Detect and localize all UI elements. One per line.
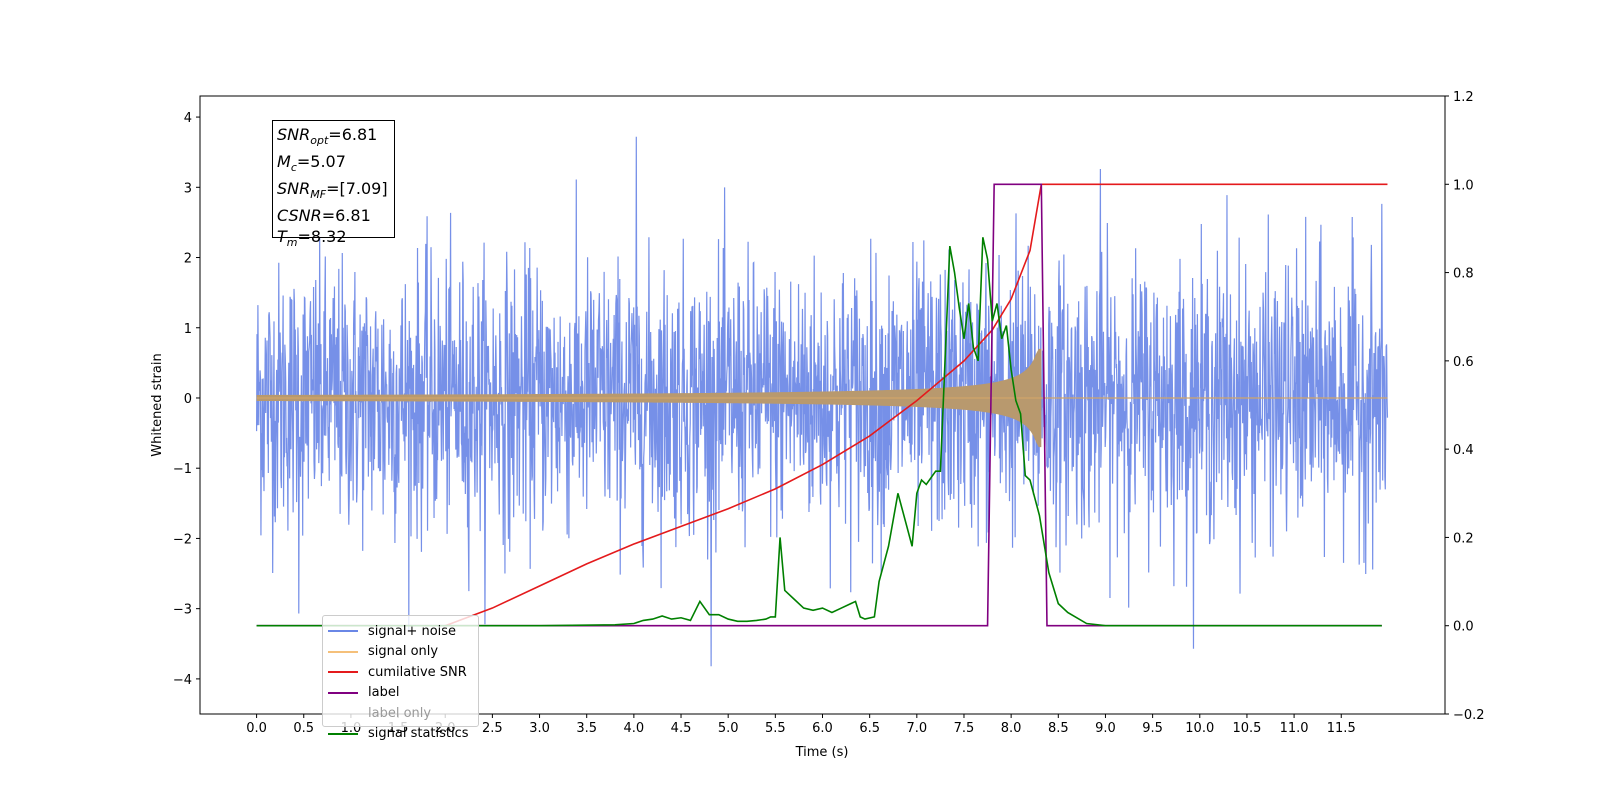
legend-swatch — [328, 650, 358, 653]
mc-line: Mc=5.07 — [277, 151, 346, 175]
legend-entry: label — [323, 683, 399, 703]
legend-swatch — [328, 732, 358, 735]
y-tick-label: 0 — [184, 392, 192, 407]
x-tick-label: 10.0 — [1185, 721, 1214, 736]
legend-entry: signal statistics — [323, 724, 469, 744]
x-tick-label: 0.0 — [246, 721, 267, 736]
legend: signal+ noise signal only cumilative SNR la… — [322, 615, 479, 741]
x-tick-label: 4.0 — [624, 721, 645, 736]
legend-label: signal+ noise — [368, 623, 457, 639]
snr-mf-line: SNRMF=[7.09] — [277, 178, 388, 202]
y-tick-label: 1 — [184, 322, 192, 337]
y-tick-label: −2 — [173, 532, 192, 547]
y2-tick-label: 0.6 — [1453, 355, 1474, 370]
series-signal-statistics — [256, 237, 1382, 627]
legend-swatch — [328, 691, 358, 694]
x-tick-label: 3.5 — [576, 721, 597, 736]
legend-entry: signal only — [323, 642, 438, 662]
legend-entry: label only — [323, 703, 431, 723]
x-tick-label: 4.5 — [671, 721, 692, 736]
x-tick-label: 0.5 — [293, 721, 314, 736]
y-tick-label: 4 — [184, 111, 192, 126]
y-tick-label: −4 — [173, 673, 192, 688]
x-tick-label: 6.5 — [859, 721, 880, 736]
series-signal-noise — [255, 136, 1389, 667]
x-tick-label: 9.0 — [1095, 721, 1116, 736]
legend-label: signal only — [368, 644, 439, 659]
legend-entry: signal+ noise — [323, 621, 456, 641]
mc-value: =5.07 — [296, 151, 346, 171]
y2-tick-label: 0.4 — [1453, 443, 1474, 458]
x-tick-label: 5.0 — [718, 721, 739, 736]
snr-opt-value: =6.81 — [328, 125, 378, 144]
x-axis-label: Time (s) — [795, 745, 849, 760]
csnr-value: =6.81 — [321, 205, 371, 225]
series-cumilative-snr — [444, 183, 1388, 627]
y2-tick-label: 1.0 — [1453, 178, 1474, 193]
x-tick-label: 10.5 — [1232, 721, 1261, 736]
y2-tick-label: 0.0 — [1453, 620, 1474, 635]
y2-tick-label: 0.8 — [1453, 267, 1474, 282]
x-tick-label: 8.5 — [1048, 721, 1069, 736]
x-tick-label: 3.0 — [529, 721, 550, 736]
y2-tick-label: 0.2 — [1453, 531, 1474, 546]
csnr-line: CSNR=6.81 — [277, 205, 371, 225]
x-tick-label: 6.0 — [812, 721, 833, 736]
x-tick-label: 8.0 — [1001, 721, 1022, 736]
legend-label: label — [368, 685, 400, 700]
snr-mf-value: =[7.09] — [326, 178, 388, 198]
y-tick-label: −1 — [173, 462, 192, 477]
tm-value: =8.32 — [297, 226, 347, 246]
y2-tick-label: 1.2 — [1453, 90, 1474, 105]
legend-entry: cumilative SNR — [323, 662, 467, 682]
x-tick-label: 5.5 — [765, 721, 786, 736]
stats-annotation-box: SNRopt=6.81 Mc=5.07 SNRMF=[7.09] CSNR=6.… — [272, 120, 395, 249]
legend-swatch — [328, 671, 358, 673]
y2-tick-label: −0.2 — [1453, 708, 1485, 723]
x-tick-label: 9.5 — [1142, 721, 1163, 736]
x-tick-label: 11.0 — [1280, 721, 1309, 736]
x-tick-label: 7.0 — [906, 721, 927, 736]
snr-opt-line: SNRopt=6.81 — [277, 125, 378, 148]
legend-swatch — [328, 712, 358, 714]
y-tick-label: 2 — [184, 252, 192, 267]
y-tick-label: 3 — [184, 181, 192, 196]
legend-swatch — [328, 630, 358, 632]
y-tick-label: −3 — [173, 603, 192, 618]
x-tick-label: 7.5 — [954, 721, 975, 736]
y-axis-label: Whitened strain — [150, 353, 165, 456]
legend-label: cumilative SNR — [368, 664, 467, 680]
x-tick-label: 2.5 — [482, 721, 503, 736]
legend-label: signal statistics — [368, 726, 469, 741]
x-tick-label: 11.5 — [1327, 721, 1356, 736]
legend-label: label only — [368, 705, 432, 721]
tm-line: Tm=8.32 — [277, 226, 347, 249]
